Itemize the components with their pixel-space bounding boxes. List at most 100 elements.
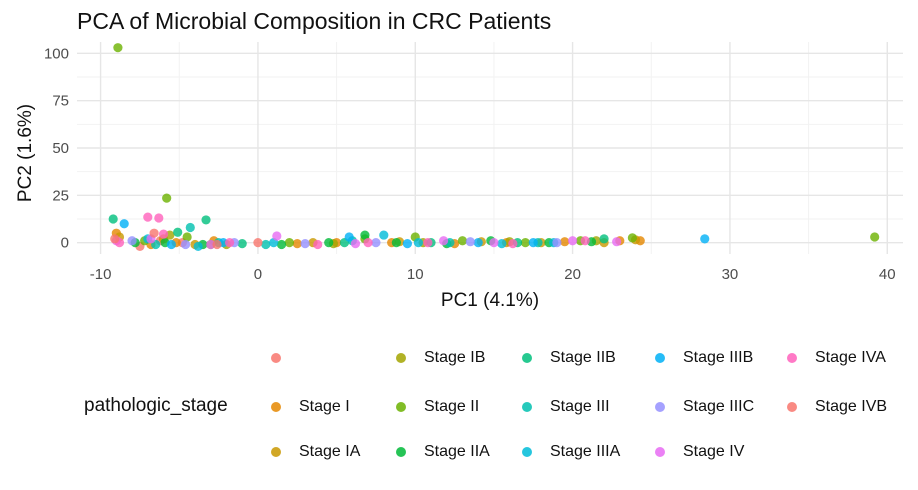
legend-item: Stage II — [396, 396, 479, 418]
data-point — [423, 238, 433, 248]
data-point — [276, 239, 287, 250]
y-axis-title: PC2 (1.6%) — [15, 104, 36, 202]
legend-item: Stage IVA — [787, 347, 886, 369]
data-point — [402, 238, 412, 249]
points — [108, 43, 880, 252]
y-tick-label: 25 — [52, 187, 69, 204]
data-point — [225, 238, 235, 248]
data-point — [110, 234, 120, 244]
x-tick-label: 10 — [407, 266, 424, 283]
data-point — [119, 219, 129, 229]
legend-label: Stage II — [424, 398, 480, 415]
legend-key — [271, 353, 281, 363]
scatter-plot: -10 0 10 20 30 40 0 25 50 75 100 PC1 (4.1%) PC2 (1… — [15, 42, 903, 311]
data-point — [284, 238, 294, 248]
data-point — [508, 238, 518, 249]
legend-label: Stage IVA — [815, 349, 886, 366]
legend-item: Stage IB — [396, 347, 485, 369]
data-point — [552, 238, 562, 248]
data-point — [253, 238, 263, 248]
y-tick-label: 0 — [61, 235, 69, 252]
legend-key — [522, 353, 532, 363]
data-point — [528, 238, 538, 248]
legend-label: Stage I — [299, 398, 350, 415]
legend-item: Stage IV — [655, 441, 744, 463]
legend-key — [271, 447, 281, 457]
legend-key — [522, 402, 532, 412]
data-point — [313, 239, 323, 250]
legend-item: Stage IIB — [522, 347, 616, 369]
data-point — [870, 232, 880, 242]
data-point — [700, 234, 710, 244]
legend-key — [396, 402, 406, 412]
data-point — [201, 215, 211, 225]
data-point — [182, 232, 192, 242]
data-point — [473, 238, 483, 248]
data-point — [127, 236, 137, 246]
data-point — [391, 238, 401, 248]
legend-key — [655, 402, 665, 412]
data-point — [520, 238, 531, 248]
x-axis-title: PC1 (4.1%) — [441, 290, 539, 311]
legend-label: Stage IIIA — [550, 443, 621, 460]
legend-item: Stage IIIA — [522, 441, 620, 463]
data-point — [344, 232, 354, 242]
data-point — [489, 238, 499, 248]
legend-key — [655, 447, 665, 457]
data-point — [379, 230, 389, 240]
legend-key — [271, 402, 281, 412]
data-point — [162, 193, 172, 203]
legend-key — [396, 353, 406, 363]
legend-item: Stage III — [522, 396, 610, 418]
legend-title: pathologic_stage — [84, 395, 228, 416]
data-point — [180, 239, 191, 250]
data-point — [350, 238, 361, 249]
data-point — [300, 238, 310, 249]
data-point — [465, 237, 475, 247]
legend-key — [522, 447, 532, 457]
data-point — [360, 230, 370, 240]
data-point — [166, 239, 176, 250]
data-point — [363, 238, 373, 248]
data-point — [580, 236, 590, 246]
data-point — [206, 239, 216, 250]
legend-item: Stage I — [271, 396, 350, 418]
legend-label: Stage IIA — [424, 443, 490, 460]
x-tick-label: 30 — [722, 266, 739, 283]
data-point — [599, 234, 609, 244]
y-tick-label: 50 — [52, 140, 69, 157]
data-point — [371, 238, 381, 248]
data-point — [185, 222, 195, 233]
y-tick-label: 100 — [44, 45, 69, 62]
data-point — [568, 236, 578, 246]
legend-key — [787, 353, 797, 363]
x-tick-label: -10 — [90, 266, 112, 283]
legend-item: Stage IVB — [787, 396, 887, 418]
legend-key — [787, 402, 797, 412]
data-point — [158, 229, 169, 239]
x-tick-label: 20 — [564, 266, 581, 283]
legend-label: Stage IA — [299, 443, 361, 460]
data-point — [237, 238, 247, 249]
legend-label: Stage IIIB — [683, 349, 754, 366]
legend-label: Stage IIB — [550, 349, 616, 366]
data-point — [627, 233, 637, 243]
data-point — [438, 236, 449, 246]
data-point — [143, 212, 153, 222]
legend-label: Stage IVB — [815, 398, 888, 415]
data-point — [113, 43, 123, 53]
data-point — [212, 239, 222, 250]
legend-label: Stage IV — [683, 443, 745, 460]
data-point — [108, 214, 118, 224]
legend-item: Stage IA — [271, 441, 360, 463]
legend-item: Stage IIIB — [655, 347, 753, 369]
legend-label: Stage IIIC — [683, 398, 755, 415]
data-point — [560, 237, 570, 247]
data-point — [612, 237, 622, 247]
grid — [77, 42, 903, 254]
data-point — [149, 228, 159, 238]
data-point — [497, 238, 507, 249]
x-tick-label: 0 — [254, 266, 262, 283]
legend-item — [271, 347, 299, 369]
data-point — [272, 231, 282, 241]
